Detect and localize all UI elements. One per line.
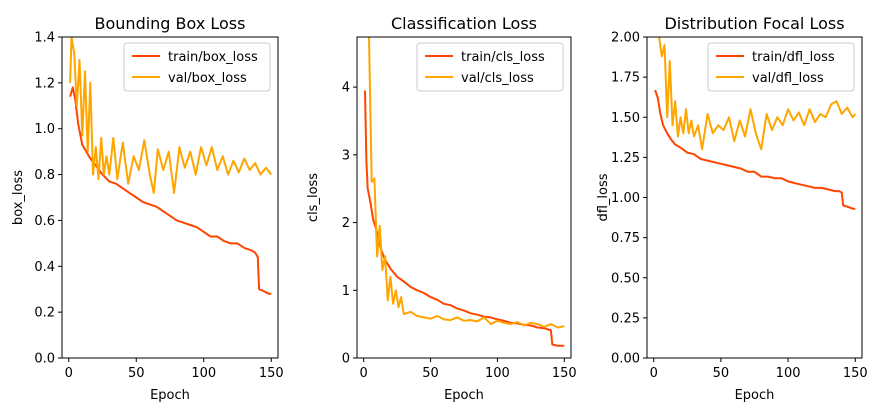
axes-frame	[61, 36, 279, 359]
legend: train/dfl_loss val/dfl_loss	[707, 42, 855, 92]
x-tick-label: 0	[650, 366, 658, 381]
y-tick-label: 0.00	[611, 352, 640, 367]
legend-box	[123, 42, 271, 92]
series-line-1	[364, 90, 565, 347]
legend-label: train/cls_loss	[461, 50, 545, 65]
y-tick-label: 0.8	[34, 168, 55, 183]
legend-box	[707, 42, 855, 92]
y-tick-label: 0	[342, 352, 350, 367]
x-axis-label: Epoch	[444, 388, 484, 403]
legend-label: train/box_loss	[168, 50, 258, 65]
subplot-3: 0 50 100 150 0.00 0.25 0.50 0.75 1.00 1.25 1.50 1.7…	[596, 14, 868, 403]
x-tick-label: 150	[552, 366, 577, 381]
y-tick-label: 4	[342, 81, 350, 96]
y-tick-label: 0.25	[611, 311, 640, 326]
series-line-1	[654, 89, 856, 210]
y-tick-label: 0.6	[34, 214, 55, 229]
y-axis-label: dfl_loss	[596, 173, 611, 221]
x-tick-label: 100	[191, 366, 216, 381]
y-axis-label: box_loss	[11, 170, 26, 225]
y-tick-label: 2.00	[611, 31, 640, 46]
y-tick-label: 1.25	[611, 151, 640, 166]
y-tick-label: 0.0	[34, 352, 55, 367]
y-tick-label: 1.4	[34, 31, 55, 46]
legend: train/cls_loss val/cls_loss	[416, 42, 564, 92]
legend-label: val/cls_loss	[461, 71, 534, 86]
x-tick-label: 100	[776, 366, 801, 381]
y-tick-label: 0.75	[611, 231, 640, 246]
x-tick-label: 50	[422, 366, 439, 381]
series-line-2	[368, 37, 565, 329]
x-tick-label: 150	[843, 366, 868, 381]
subplot-1: 0 50 100 150 0.0 0.2 0.4 0.6 0.8 1.0 1.2 1.4 Boundin…	[11, 14, 284, 403]
x-tick-label: 50	[713, 366, 730, 381]
series-line-2	[69, 37, 273, 194]
legend-label: val/box_loss	[168, 71, 247, 86]
chart-title: Classification Loss	[391, 14, 537, 33]
y-tick-label: 1.2	[34, 76, 55, 91]
series-line-2	[658, 37, 857, 151]
y-axis-label: cls_loss	[306, 173, 321, 222]
x-tick-label: 0	[65, 366, 73, 381]
y-tick-label: 0.4	[34, 260, 55, 275]
y-tick-label: 1.75	[611, 71, 640, 86]
x-axis-label: Epoch	[735, 388, 775, 403]
x-tick-label: 0	[360, 366, 368, 381]
x-tick-label: 100	[485, 366, 510, 381]
y-tick-label: 0.50	[611, 271, 640, 286]
y-tick-label: 1.0	[34, 122, 55, 137]
legend-box	[416, 42, 564, 92]
axes-frame	[356, 36, 572, 359]
series-line-1	[69, 86, 272, 295]
y-tick-label: 2	[342, 216, 350, 231]
legend-label: val/dfl_loss	[752, 71, 824, 86]
subplot-2: 0 50 100 150 0 1 2 3 4 Classification Loss Epoch cl…	[306, 14, 577, 403]
chart-title: Bounding Box Loss	[95, 14, 246, 33]
y-tick-label: 1.00	[611, 191, 640, 206]
y-tick-label: 1.50	[611, 111, 640, 126]
y-tick-label: 0.2	[34, 306, 55, 321]
x-tick-label: 150	[259, 366, 284, 381]
x-axis-label: Epoch	[150, 388, 190, 403]
legend-label: train/dfl_loss	[752, 50, 835, 65]
x-tick-label: 50	[128, 366, 145, 381]
y-tick-label: 1	[342, 284, 350, 299]
chart-title: Distribution Focal Loss	[664, 14, 844, 33]
legend: train/box_loss val/box_loss	[123, 42, 271, 92]
y-tick-label: 3	[342, 148, 350, 163]
